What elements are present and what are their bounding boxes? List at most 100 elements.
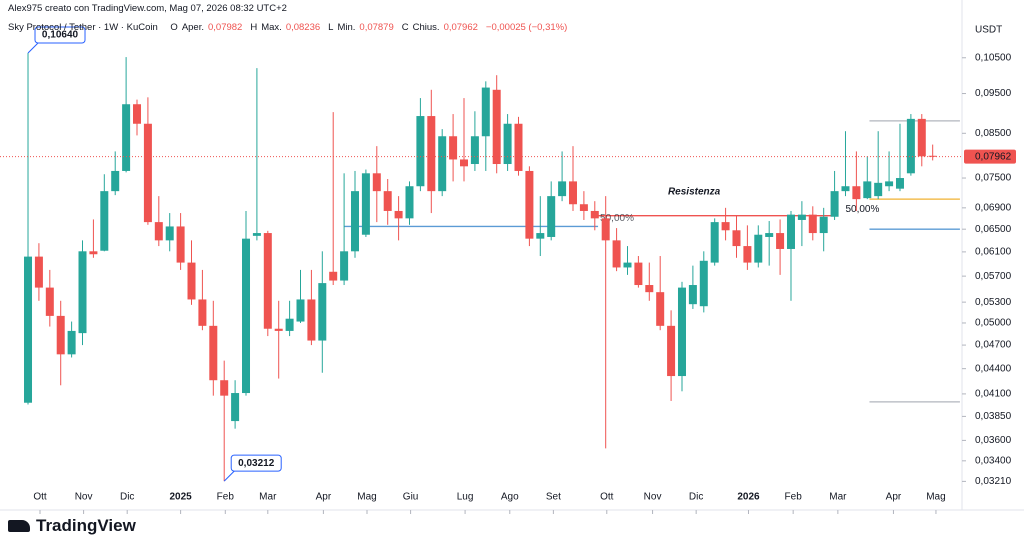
y-tick-label: 0,04400 xyxy=(975,363,1012,374)
candle-body xyxy=(361,173,370,235)
candle-body xyxy=(699,260,708,307)
candle-body xyxy=(285,318,294,331)
candle-body xyxy=(645,285,654,293)
candle-body xyxy=(819,216,828,234)
callout-pointer xyxy=(27,42,39,54)
field-name: Max. xyxy=(261,22,282,33)
candle-body xyxy=(536,233,545,239)
x-tick-label: Apr xyxy=(886,492,902,503)
min-label: 0,03212 xyxy=(238,458,275,469)
candle-body xyxy=(372,173,381,192)
candle-body xyxy=(514,123,523,171)
candle-body xyxy=(24,256,33,403)
y-tick-label: 0,04100 xyxy=(975,389,1012,400)
candle-body xyxy=(808,214,817,234)
candle-body xyxy=(732,230,741,247)
candle-body xyxy=(100,191,109,251)
candle-body xyxy=(579,204,588,211)
callout-box xyxy=(34,26,86,44)
x-tick-label: Apr xyxy=(316,492,332,503)
candle-body xyxy=(677,287,686,377)
candle-body xyxy=(688,285,697,305)
candle-body xyxy=(601,218,610,241)
candle-body xyxy=(405,186,414,219)
candle-body xyxy=(710,222,719,263)
candle-body xyxy=(187,262,196,300)
candle-body xyxy=(623,262,632,268)
y-tick-label: 0,03210 xyxy=(975,476,1012,487)
x-tick-label: Mag xyxy=(926,492,945,503)
candle-body xyxy=(263,233,272,329)
candle-body xyxy=(590,210,599,219)
logo-text: TradingView xyxy=(36,516,136,535)
field-key: C xyxy=(401,22,409,33)
currency: USDT xyxy=(975,25,1002,36)
field-name: Chius. xyxy=(412,22,440,33)
candle-body xyxy=(863,181,872,199)
candle-body xyxy=(656,292,665,326)
candle-body xyxy=(176,226,185,263)
last-price-tag xyxy=(964,149,1016,164)
field-key: O xyxy=(170,22,178,33)
candle-body xyxy=(154,222,163,241)
candle-body xyxy=(906,118,915,174)
candle-body xyxy=(754,234,763,263)
candle-body xyxy=(122,104,131,171)
candle-body xyxy=(830,191,839,217)
candle-body xyxy=(743,246,752,263)
candle-body xyxy=(67,330,76,355)
y-tick-label: 0,09500 xyxy=(975,88,1012,99)
callout-pointer xyxy=(223,470,235,482)
candle-body xyxy=(111,170,120,192)
candle-body xyxy=(318,283,327,341)
candle-body xyxy=(786,214,795,249)
credit: Alex975 creato con TradingView.com, Mag … xyxy=(8,3,287,14)
candle-body xyxy=(612,240,621,268)
candle-body xyxy=(721,222,730,231)
x-tick-label: Set xyxy=(546,492,561,503)
candle-body xyxy=(133,104,142,124)
candle-body xyxy=(351,191,360,252)
candle-body xyxy=(776,233,785,249)
field-name: Aper. xyxy=(181,22,204,33)
x-tick-label: Feb xyxy=(785,492,803,503)
y-tick-label: 0,10500 xyxy=(975,52,1012,63)
candle-body xyxy=(492,89,501,165)
y-tick-label: 0,08500 xyxy=(975,128,1012,139)
header: Sky Protocol / Tether · 1W · KuCoin O Ape… xyxy=(8,22,575,33)
candle-body xyxy=(765,233,774,237)
candle-body xyxy=(634,262,643,286)
last-price-label: 0,07962 xyxy=(975,151,1012,162)
candle-body xyxy=(34,256,43,288)
candle-body xyxy=(917,118,926,157)
field-key: H xyxy=(250,22,258,33)
level-label: 50,00% xyxy=(600,213,634,224)
y-tick-label: 0,03850 xyxy=(975,411,1012,422)
field-value: 0,07962 xyxy=(443,22,478,33)
candle-body xyxy=(797,214,806,220)
field-value: 0,07982 xyxy=(208,22,243,33)
candle-body xyxy=(198,299,207,326)
candle-body xyxy=(667,325,676,377)
candle-body xyxy=(274,328,283,331)
candle-body xyxy=(296,299,305,322)
candle-body xyxy=(928,155,937,157)
symbol: Sky Protocol / Tether · 1W · KuCoin xyxy=(8,22,158,33)
candle-body xyxy=(78,251,87,334)
candle-body xyxy=(242,238,251,394)
x-tick-label: Giu xyxy=(403,492,419,503)
y-tick-label: 0,06500 xyxy=(975,224,1012,235)
x-tick-label: Ott xyxy=(600,492,614,503)
candle-body xyxy=(307,299,316,341)
candle-body xyxy=(547,196,556,237)
candle-body xyxy=(481,87,490,137)
level-label: 50,00% xyxy=(845,204,879,215)
y-tick-label: 0,05300 xyxy=(975,297,1012,308)
x-tick-label: Feb xyxy=(217,492,235,503)
candle-body xyxy=(252,233,261,236)
candle-body xyxy=(45,287,54,316)
y-tick-label: 0,05000 xyxy=(975,318,1012,329)
candle-body xyxy=(449,136,458,160)
x-tick-label: Lug xyxy=(457,492,474,503)
